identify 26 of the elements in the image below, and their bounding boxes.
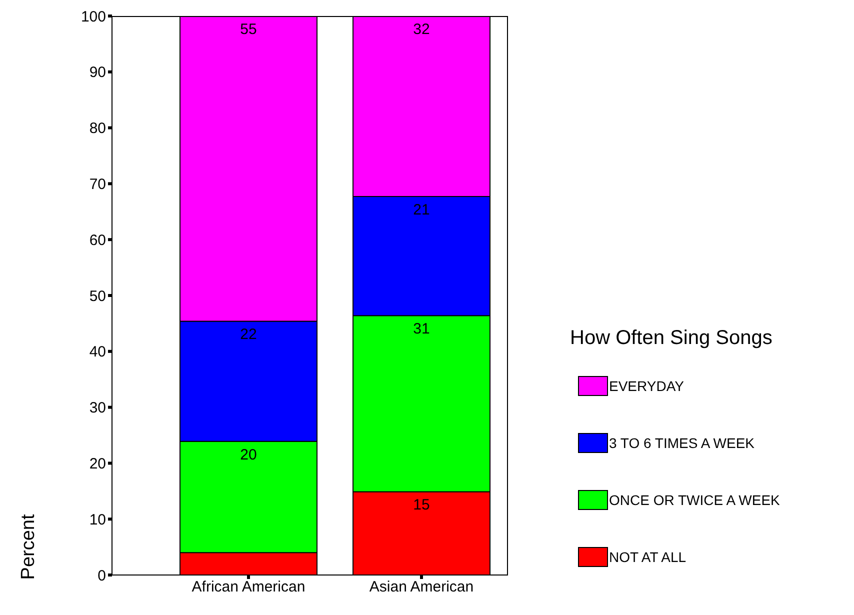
data-label: 32 bbox=[413, 21, 430, 38]
x-tick-label: African American bbox=[192, 578, 306, 596]
y-tick-label: 50 bbox=[89, 288, 106, 305]
legend-label: ONCE OR TWICE A WEEK bbox=[609, 492, 780, 508]
y-tick-label: 60 bbox=[89, 232, 106, 249]
y-tick-label: 40 bbox=[89, 344, 106, 361]
data-label: 21 bbox=[413, 202, 430, 219]
data-label: 15 bbox=[413, 496, 430, 514]
x-tick-label: Asian American bbox=[369, 578, 474, 596]
y-tick-label: 10 bbox=[89, 511, 106, 528]
data-label: 55 bbox=[240, 21, 257, 38]
legend-label: NOT AT ALL bbox=[609, 549, 686, 565]
data-label: 31 bbox=[413, 320, 430, 338]
y-tick-label: 80 bbox=[89, 120, 106, 138]
legend-title: How Often Sing Songs bbox=[570, 327, 774, 350]
y-tick-label: 20 bbox=[89, 456, 106, 473]
y-tick-label: 100 bbox=[80, 8, 106, 26]
y-tick-label: 0 bbox=[98, 567, 106, 584]
y-tick-label: 30 bbox=[89, 400, 106, 417]
y-tick-label: 90 bbox=[89, 64, 106, 82]
data-label: 22 bbox=[240, 326, 257, 344]
legend-label: EVERYDAY bbox=[609, 378, 684, 394]
y-axis-title: Percent bbox=[18, 514, 39, 580]
data-label: 20 bbox=[240, 446, 257, 464]
y-tick-label: 70 bbox=[89, 176, 106, 194]
legend-label: 3 TO 6 TIMES A WEEK bbox=[609, 435, 755, 451]
